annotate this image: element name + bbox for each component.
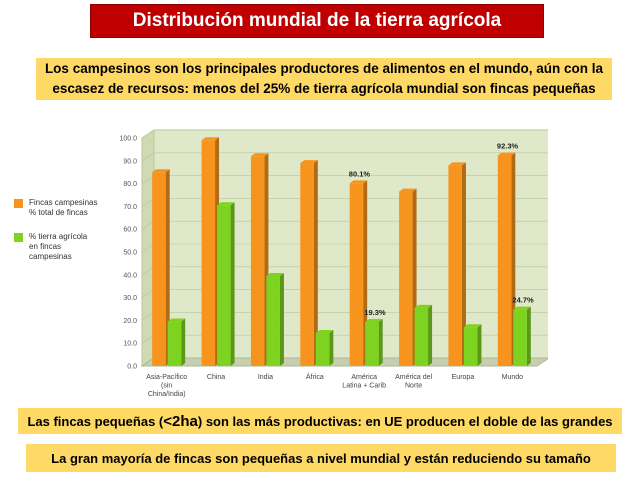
legend-item-fincas: Fincas campesinas % total de fincas: [14, 198, 124, 218]
bar-side: [428, 304, 433, 366]
bar-side: [279, 272, 284, 366]
gridline-side: [141, 198, 155, 207]
x-tick-label: Europa: [452, 374, 475, 381]
bar-chart: 0.0 10.0 20.0 30.0 40.0 50.0 60.0 70.0 80.0 90.0 1…: [119, 129, 548, 398]
page-title: Distribución mundial de la tierra agríco…: [90, 4, 544, 38]
y-tick-label: 70.0: [123, 204, 137, 211]
x-tick-label: América: [351, 374, 377, 381]
bar-fincas: [152, 172, 166, 366]
data-label: 24.7%: [512, 296, 534, 305]
data-label: 19.3%: [364, 308, 386, 317]
x-tick-label: África: [306, 372, 324, 381]
x-tick-label: Mundo: [502, 374, 524, 381]
bar-top: [167, 318, 186, 322]
bar-side: [165, 169, 170, 366]
bar-top: [497, 152, 516, 156]
note-text-before: Las fincas pequeñas (: [27, 413, 164, 429]
bar-fincas: [399, 191, 413, 366]
gridline-side: [141, 289, 155, 298]
bar-top: [266, 272, 284, 276]
bar-tierra: [217, 205, 231, 366]
bar-tierra: [266, 275, 280, 366]
y-tick-label: 90.0: [123, 158, 137, 165]
y-tick-label: 60.0: [123, 227, 137, 234]
x-tick-label: Latina + Carib: [342, 383, 386, 390]
bar-side: [313, 160, 318, 366]
bar-side: [461, 162, 466, 366]
bar-fincas: [448, 165, 462, 366]
bar-fincas: [201, 140, 216, 366]
bar-top: [463, 324, 482, 328]
bar-side: [378, 318, 383, 366]
bar-top: [315, 329, 334, 333]
legend-label: % tierra agrícola en fincas campesinas: [29, 232, 88, 261]
gridline-side: [141, 243, 155, 253]
y-tick-label: 50.0: [123, 250, 137, 257]
x-tick-label: (sin: [161, 383, 172, 390]
bar-fincas: [250, 156, 265, 366]
y-tick-label: 40.0: [123, 272, 137, 279]
bar-top: [399, 188, 417, 192]
x-tick-label: China/India): [148, 391, 186, 398]
bar-tierra: [513, 309, 527, 366]
legend-swatch-green: [14, 233, 23, 242]
bar-side: [363, 180, 368, 366]
y-tick-label: 30.0: [123, 295, 137, 302]
x-tick-label: India: [258, 374, 273, 381]
bar-fincas: [497, 155, 512, 366]
gridline-side: [141, 266, 155, 276]
y-tick-label: 80.0: [123, 181, 137, 188]
bar-tierra: [414, 307, 429, 366]
data-label: 80.1%: [349, 169, 371, 178]
bar-fincas: [349, 183, 364, 366]
bar-top: [448, 162, 466, 166]
bar-top: [217, 202, 235, 206]
bar-fincas: [300, 163, 314, 366]
bar-side: [329, 329, 334, 366]
gridline-side: [141, 175, 155, 184]
y-tick-label: 10.0: [123, 341, 137, 348]
legend-item-tierra: % tierra agrícola en fincas campesinas: [14, 232, 124, 262]
gridline-side: [141, 152, 155, 162]
bar-tierra: [365, 321, 379, 366]
legend-swatch-orange: [14, 199, 23, 208]
x-tick-label: Norte: [405, 383, 422, 390]
legend-label: Fincas campesinas % total de fincas: [29, 198, 98, 217]
bar-top: [414, 304, 433, 308]
bar-side: [526, 306, 531, 366]
bar-top: [300, 160, 318, 164]
bar-top: [513, 306, 531, 310]
bar-top: [201, 137, 220, 141]
gridline-side: [141, 129, 155, 139]
note-productivity: Las fincas pequeñas ( <2ha ) son las más…: [18, 408, 622, 434]
y-tick-label: 100.0: [119, 136, 137, 143]
bar-top: [365, 318, 383, 322]
note-text-hectares: <2ha: [163, 412, 198, 430]
bar-side: [477, 324, 482, 366]
gridline-side: [141, 312, 155, 321]
bar-side: [230, 202, 235, 366]
gridline-side: [141, 334, 155, 344]
bar-tierra: [167, 321, 182, 366]
bar-tierra: [463, 327, 478, 366]
bar-top: [349, 180, 368, 184]
gridline-side: [141, 220, 155, 230]
subtitle-banner: Los campesinos son los principales produ…: [36, 58, 612, 100]
bar-top: [250, 153, 269, 157]
note-small-farms: La gran mayoría de fincas son pequeñas a…: [26, 444, 616, 472]
chart-legend: Fincas campesinas % total de fincas % ti…: [14, 198, 124, 276]
bar-side: [181, 318, 186, 366]
bar-top: [152, 169, 170, 173]
x-tick-label: China: [207, 374, 225, 381]
y-tick-label: 20.0: [123, 318, 137, 325]
bar-tierra: [315, 332, 330, 366]
y-tick-label: 0.0: [127, 364, 137, 371]
note-text-after: ) son las más productivas: en UE produce…: [197, 413, 613, 429]
x-tick-label: Asia-Pacífico: [146, 374, 187, 381]
data-label: 92.3%: [497, 142, 519, 151]
x-tick-label: América del: [395, 374, 432, 381]
